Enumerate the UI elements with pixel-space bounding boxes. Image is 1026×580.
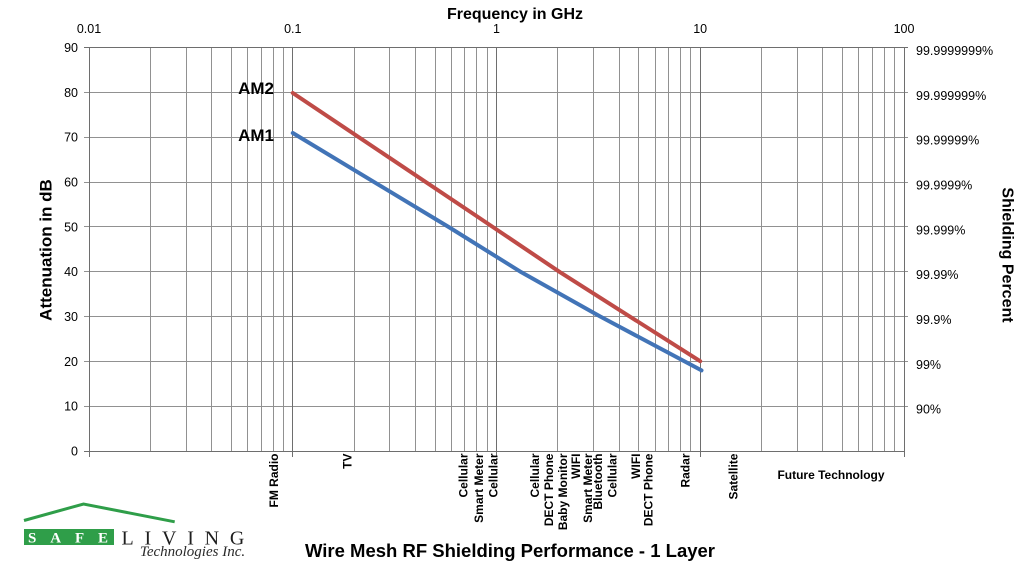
svg-text:40: 40 xyxy=(64,265,78,279)
svg-text:DECT Phone: DECT Phone xyxy=(542,453,556,526)
svg-text:AM1: AM1 xyxy=(238,126,274,145)
svg-text:TV: TV xyxy=(341,454,355,469)
svg-text:90%: 90% xyxy=(916,403,941,417)
svg-text:LIVING: LIVING xyxy=(122,528,256,550)
svg-text:AM2: AM2 xyxy=(238,79,274,98)
svg-text:0: 0 xyxy=(71,445,78,459)
svg-text:0.1: 0.1 xyxy=(284,22,301,36)
svg-text:0.01: 0.01 xyxy=(77,22,101,36)
svg-text:Baby Monitor: Baby Monitor xyxy=(556,453,570,530)
svg-text:FM Radio: FM Radio xyxy=(267,454,281,508)
svg-text:20: 20 xyxy=(64,355,78,369)
svg-text:99.999999%: 99.999999% xyxy=(916,89,986,103)
svg-text:WIFI: WIFI xyxy=(629,454,643,479)
svg-text:99%: 99% xyxy=(916,358,941,372)
svg-text:99.99999%: 99.99999% xyxy=(916,134,979,148)
svg-text:Radar: Radar xyxy=(679,453,693,487)
svg-text:80: 80 xyxy=(64,86,78,100)
svg-text:99.9999%: 99.9999% xyxy=(916,179,972,193)
svg-text:SAFE: SAFE xyxy=(28,531,122,547)
svg-text:90: 90 xyxy=(64,41,78,55)
svg-text:99.9%: 99.9% xyxy=(916,313,951,327)
svg-text:99.99%: 99.99% xyxy=(916,268,958,282)
svg-text:30: 30 xyxy=(64,310,78,324)
svg-text:Wire Mesh RF Shielding Perform: Wire Mesh RF Shielding Performance - 1 L… xyxy=(305,540,715,561)
svg-text:Cellular: Cellular xyxy=(457,453,471,497)
svg-text:50: 50 xyxy=(64,220,78,234)
svg-text:99.999%: 99.999% xyxy=(916,223,965,237)
svg-text:Cellular: Cellular xyxy=(605,453,619,497)
svg-text:Cellular: Cellular xyxy=(487,453,501,497)
svg-text:100: 100 xyxy=(894,22,915,36)
svg-text:Attenuation in dB: Attenuation in dB xyxy=(37,179,56,321)
svg-text:Bluetooth: Bluetooth xyxy=(591,454,605,510)
svg-text:Cellular: Cellular xyxy=(528,453,542,497)
svg-text:Satellite: Satellite xyxy=(727,453,741,499)
svg-text:Future Technology: Future Technology xyxy=(777,468,884,482)
svg-text:99.9999999%: 99.9999999% xyxy=(916,44,993,58)
svg-text:60: 60 xyxy=(64,176,78,190)
svg-text:1: 1 xyxy=(493,22,500,36)
svg-text:Technologies Inc.: Technologies Inc. xyxy=(140,544,245,560)
svg-text:Smart Meter: Smart Meter xyxy=(472,453,486,523)
svg-text:DECT Phone: DECT Phone xyxy=(642,453,656,526)
svg-text:Smart Meter: Smart Meter xyxy=(581,453,595,523)
svg-text:70: 70 xyxy=(64,131,78,145)
svg-text:WIFI: WIFI xyxy=(569,454,583,479)
svg-text:10: 10 xyxy=(64,400,78,414)
svg-text:Shielding Percent: Shielding Percent xyxy=(999,187,1016,323)
svg-text:10: 10 xyxy=(693,22,707,36)
svg-text:Frequency in GHz: Frequency in GHz xyxy=(447,6,583,23)
